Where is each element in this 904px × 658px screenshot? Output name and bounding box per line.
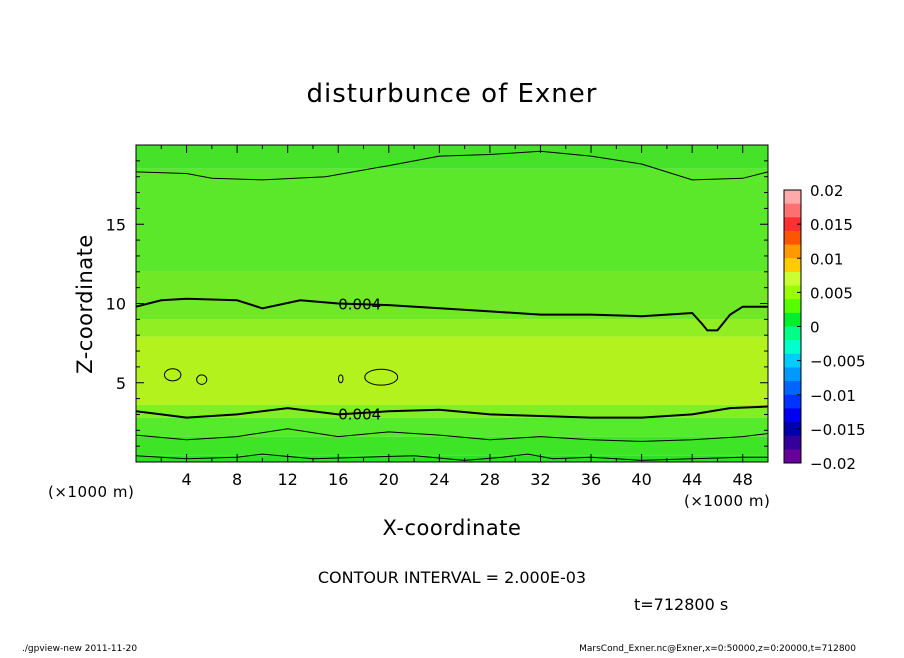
footer-left: ./gpview-new 2011-11-20 [22,644,137,654]
x-tick-label: 20 [379,470,399,489]
colorbar-tick-label: −0.005 [810,353,866,371]
footer-right: MarsCond_Exner.nc@Exner,x=0:50000,z=0:20… [579,644,856,654]
colorbar-tick-label: 0.02 [810,182,843,200]
colorbar-segment [784,258,801,273]
contour-line [136,150,768,181]
contour-label: 0.004 [338,406,381,424]
z-unit-note: (×1000 m) [48,483,134,501]
colorbar-segment [784,435,801,450]
colorbar-segment [784,190,801,205]
x-tick-label: 4 [181,470,191,489]
colorbar-tick-label: 0.005 [810,284,853,302]
closed-contour [364,368,399,386]
y-axis-label: Z-coordinate [73,234,97,374]
x-tick-label: 48 [733,470,753,489]
colorbar-segment [784,326,801,341]
x-unit-note: (×1000 m) [684,492,770,510]
time-text: t=712800 s [634,595,728,614]
colorbar-segment [784,340,801,355]
closed-contour [196,374,208,385]
colorbar-segment [784,312,801,327]
x-axis-ticks: 4 8 12 16 20 24 28 32 36 40 44 48 [160,145,769,489]
contour-band [136,319,768,337]
x-tick-label: 16 [328,470,348,489]
colorbar-tick-label: −0.02 [810,455,856,473]
contour-band [136,336,768,405]
colorbar-tick-label: 0.01 [810,250,843,268]
x-tick-label: 44 [682,470,702,489]
y-tick-label: 5 [116,374,126,393]
chart-title: disturbunce of Exner [307,79,598,109]
colorbar-segment [784,422,801,437]
colorbar-tick-label: 0 [810,319,820,337]
y-tick-label: 10 [106,295,126,314]
contour-line [136,405,768,419]
y-axis-ticks: 5 10 15 [106,160,768,447]
x-tick-label: 40 [631,470,651,489]
x-axis-label: X-coordinate [383,516,522,540]
colorbar-segment [784,299,801,314]
colorbar-tick-label: −0.01 [810,387,856,405]
colorbar-tick-label: −0.015 [810,421,866,439]
y-tick-label: 15 [106,215,126,234]
colorbar-segment [784,230,801,246]
x-tick-label: 12 [278,470,298,489]
contour-label: 0.004 [338,296,381,314]
contour-lines: 0.004 0.004 [136,150,768,461]
contour-band [136,145,768,169]
colorbar-ticks: 0.02 0.015 0.01 0.005 0 −0.005 −0.01 −0.015 −0.0… [797,182,866,473]
colorbar-segment [784,353,801,368]
colorbar-segment [784,271,801,287]
colorbar-segment [784,381,801,396]
contour-band [136,417,768,437]
x-tick-label: 32 [530,470,550,489]
colorbar-segment [784,217,801,232]
filled-contours [136,145,768,462]
colorbar-segment [784,285,801,300]
closed-contour [337,374,344,384]
colorbar-segment [784,203,801,218]
x-tick-label: 28 [480,470,500,489]
contour-band [136,436,768,456]
contour-line [136,297,768,332]
colorbar-segment [784,394,801,409]
contour-interval-text: CONTOUR INTERVAL = 2.000E-03 [318,568,586,587]
contour-line [136,428,768,442]
x-tick-label: 36 [581,470,601,489]
contour-band [136,168,768,272]
colorbar-segment [784,449,801,464]
colorbar-tick-label: 0.015 [810,216,853,234]
closed-contour [163,368,182,382]
colorbar-segment [784,408,801,423]
x-tick-label: 24 [429,470,449,489]
colorbar-segment [784,367,801,382]
contour-band [136,271,768,320]
x-tick-label: 8 [232,470,242,489]
colorbar-segment [784,244,801,259]
